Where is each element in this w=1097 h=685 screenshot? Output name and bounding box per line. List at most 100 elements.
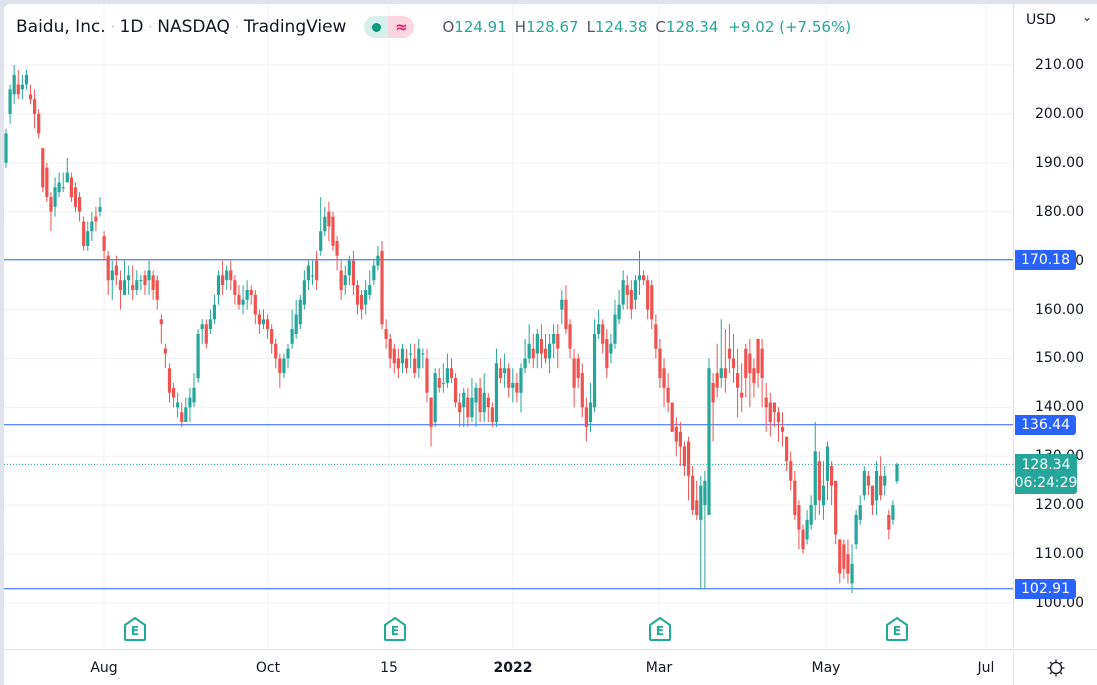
- market-open-icon[interactable]: [364, 16, 389, 38]
- price-tick-label: 110.00: [1035, 546, 1084, 563]
- candle-body: [817, 461, 821, 501]
- symbol-name[interactable]: Baidu, Inc.: [16, 17, 106, 37]
- status-badges: ≈: [364, 16, 415, 38]
- candle-body: [703, 480, 707, 506]
- candle-body: [372, 265, 376, 281]
- candle-body: [482, 392, 486, 413]
- candle-body: [486, 397, 490, 408]
- candle-body: [53, 187, 57, 207]
- sun-settings-icon: [1047, 659, 1065, 677]
- hline-price-tag: 136.44: [1015, 414, 1076, 435]
- candle-body: [891, 505, 895, 520]
- candle-body: [449, 368, 454, 379]
- candle-body: [756, 338, 760, 374]
- candle-body: [261, 319, 266, 325]
- candle-body: [772, 402, 776, 413]
- candle-body: [494, 363, 499, 423]
- close-value: 128.34: [665, 18, 719, 36]
- candle-body: [37, 113, 41, 134]
- candle-body: [691, 475, 695, 511]
- candle-body: [601, 324, 605, 344]
- separator: ·: [234, 20, 239, 34]
- price-tick-label: 120.00: [1035, 497, 1084, 514]
- candle-body: [143, 275, 147, 286]
- candle-body: [441, 382, 445, 384]
- candle-body: [682, 446, 687, 467]
- candle-body: [16, 84, 20, 95]
- chart-plot-area[interactable]: Baidu, Inc. · 1D · NASDAQ · TradingView …: [4, 4, 1013, 648]
- candle-body: [870, 485, 875, 506]
- candle-body: [278, 358, 282, 374]
- time-tick-label: 2022: [493, 660, 533, 676]
- candle-body: [233, 280, 237, 295]
- candle-body: [82, 221, 86, 246]
- price-tick-label: 100.00: [1035, 594, 1084, 611]
- candle-body: [453, 378, 458, 403]
- candle-body: [151, 275, 155, 290]
- candle-body: [552, 333, 556, 344]
- candle-body: [86, 231, 90, 246]
- candle-body: [748, 353, 752, 374]
- svg-text:E: E: [391, 624, 399, 638]
- svg-text:E: E: [656, 624, 664, 638]
- candle-body: [821, 485, 826, 506]
- candle-body: [98, 206, 102, 212]
- currency-selector[interactable]: USD ⌄: [1026, 10, 1092, 28]
- svg-text:E: E: [131, 624, 139, 638]
- candle-body: [539, 338, 544, 354]
- price-tick-label: 210.00: [1035, 57, 1084, 73]
- candle-body: [686, 441, 691, 476]
- candle-body: [711, 382, 715, 403]
- candle-body: [621, 280, 625, 305]
- candle-body: [678, 431, 682, 447]
- candle-body: [286, 348, 290, 359]
- price-axis[interactable]: USD ⌄ 210.00200.00190.00180.00170.00160.…: [1013, 4, 1097, 648]
- candle-body: [654, 324, 658, 349]
- earnings-icon[interactable]: E: [383, 616, 407, 642]
- chart-settings-button[interactable]: [1013, 649, 1097, 685]
- candle-body: [327, 211, 331, 227]
- candle-body: [854, 514, 858, 545]
- earnings-icon[interactable]: E: [885, 616, 909, 642]
- candle-body: [572, 358, 576, 388]
- candle-body: [343, 275, 347, 286]
- time-axis[interactable]: Aug Oct 15 2022 Mar May Jul: [4, 649, 1013, 685]
- candle-body: [768, 402, 772, 423]
- candle-body: [380, 250, 384, 325]
- candle-body: [797, 505, 801, 530]
- candle-body: [658, 348, 662, 379]
- candle-body: [535, 333, 539, 354]
- candle-body: [470, 397, 474, 418]
- candle-body: [245, 289, 249, 300]
- hline-price-tag: 102.91: [1015, 578, 1076, 599]
- chart-widget: Baidu, Inc. · 1D · NASDAQ · TradingView …: [4, 4, 1097, 685]
- candle-body: [306, 265, 311, 281]
- earnings-icon[interactable]: E: [648, 616, 672, 642]
- candle-body: [302, 280, 306, 305]
- candle-body: [176, 402, 180, 408]
- candle-body: [20, 84, 24, 90]
- interval[interactable]: 1D: [119, 17, 144, 37]
- candle-body: [707, 368, 711, 515]
- candle-body: [719, 368, 723, 379]
- candle-body: [670, 402, 674, 432]
- candle-body: [825, 446, 830, 481]
- candle-body: [4, 133, 8, 163]
- high-value: 128.67: [526, 18, 579, 36]
- candle-body: [646, 280, 650, 310]
- candle-body: [543, 348, 548, 359]
- candle-body: [662, 368, 666, 388]
- last-price-tag: 128.34 06:24:29: [1015, 454, 1077, 495]
- exchange: NASDAQ: [157, 17, 230, 37]
- earnings-icon[interactable]: E: [123, 616, 147, 642]
- candle-body: [184, 407, 188, 423]
- candle-body: [347, 260, 351, 276]
- candle-body: [147, 270, 151, 281]
- candle-body: [588, 402, 593, 423]
- candle-body: [576, 358, 580, 379]
- candle-body: [789, 461, 793, 481]
- data-source: TradingView: [243, 17, 347, 37]
- candlestick-chart[interactable]: [4, 4, 1013, 648]
- approx-data-icon[interactable]: ≈: [388, 16, 415, 38]
- candle-body: [445, 368, 450, 383]
